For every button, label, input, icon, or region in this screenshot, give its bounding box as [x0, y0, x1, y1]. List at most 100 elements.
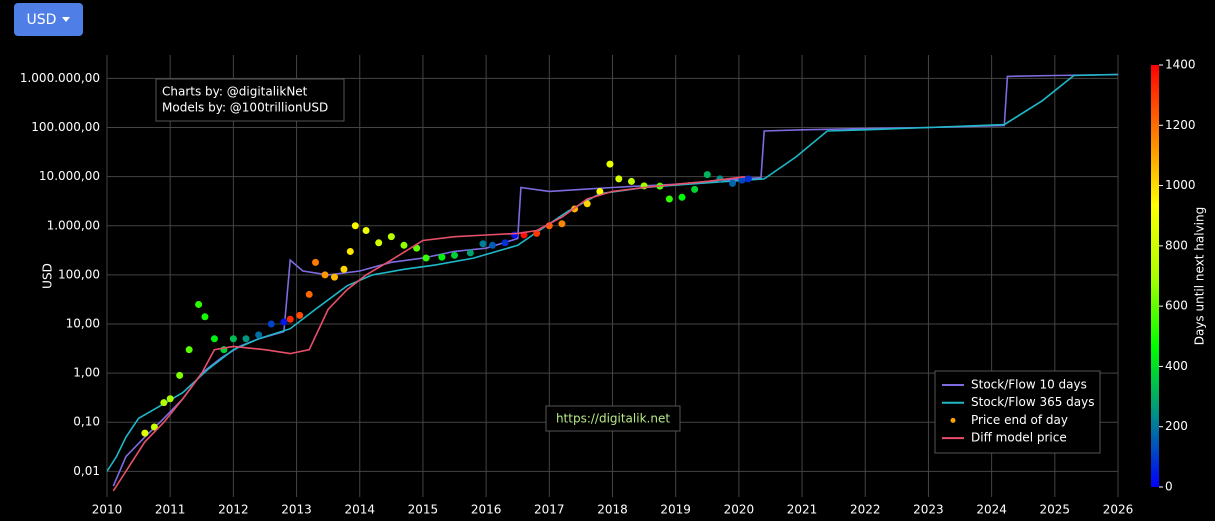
price-point — [596, 187, 604, 195]
x-tick-label: 2013 — [281, 503, 312, 517]
series-line — [107, 73, 1118, 472]
price-point — [340, 265, 348, 273]
colorbar — [1151, 65, 1159, 487]
y-tick-label: 1.000,00 — [47, 218, 100, 232]
price-point — [729, 179, 737, 187]
price-point — [501, 239, 509, 247]
price-point — [150, 423, 158, 431]
price-point — [583, 200, 591, 208]
x-tick-label: 2010 — [92, 503, 123, 517]
price-point — [678, 193, 686, 201]
price-point — [267, 320, 275, 328]
price-point — [166, 395, 174, 403]
price-point — [438, 253, 446, 261]
price-point — [362, 227, 370, 235]
currency-button[interactable]: USD — [14, 3, 83, 36]
legend-label: Diff model price — [971, 431, 1067, 445]
y-tick-label: 10,00 — [66, 316, 100, 330]
price-point — [312, 258, 320, 266]
price-point — [387, 233, 395, 241]
x-tick-label: 2012 — [218, 503, 249, 517]
credit-box — [155, 78, 345, 122]
price-point — [627, 177, 635, 185]
price-point — [703, 171, 711, 179]
price-point — [176, 371, 184, 379]
price-point — [422, 254, 430, 262]
x-tick-label: 2017 — [534, 503, 565, 517]
y-tick-label: 0,01 — [73, 464, 100, 478]
price-point — [141, 429, 149, 437]
price-point — [665, 195, 673, 203]
legend-marker — [950, 417, 956, 423]
price-point — [533, 229, 541, 237]
price-point — [744, 175, 752, 183]
price-point — [479, 240, 487, 248]
y-tick-label: 100.000,00 — [31, 120, 100, 134]
x-tick-label: 2025 — [1040, 503, 1071, 517]
x-tick-label: 2019 — [660, 503, 691, 517]
price-point — [738, 176, 746, 184]
credit: Charts by: @digitalikNet — [162, 85, 308, 99]
price-point — [351, 222, 359, 230]
price-point — [511, 231, 519, 239]
price-point — [160, 399, 168, 407]
y-axis-label: USD — [41, 263, 55, 289]
colorbar-tick-label: 1200 — [1165, 118, 1196, 132]
colorbar-tick-label: 200 — [1165, 419, 1188, 433]
price-point — [255, 331, 263, 339]
price-point — [201, 313, 209, 321]
x-tick-label: 2016 — [471, 503, 502, 517]
price-point — [242, 335, 250, 343]
price-point — [375, 239, 383, 247]
price-point — [305, 290, 313, 298]
caret — [62, 17, 71, 22]
price-point — [330, 273, 338, 281]
x-tick-label: 2023 — [913, 503, 944, 517]
series-line — [112, 175, 746, 492]
y-tick-label: 0,10 — [73, 415, 100, 429]
y-tick-label: 1.000.000,00 — [20, 71, 100, 85]
price-point — [210, 335, 218, 343]
x-tick-label: 2018 — [597, 503, 628, 517]
x-tick-label: 2024 — [976, 503, 1007, 517]
x-tick-label: 2026 — [1103, 503, 1134, 517]
legend-label: Price end of day — [971, 413, 1068, 427]
legend-label: Stock/Flow 365 days — [971, 395, 1095, 409]
price-point — [400, 241, 408, 249]
x-tick-label: 2021 — [787, 503, 818, 517]
price-point — [466, 249, 474, 257]
price-point — [229, 335, 237, 343]
colorbar-title: Days until next halving — [1193, 207, 1207, 346]
credit: Models by: @100trillionUSD — [162, 101, 328, 115]
y-tick-label: 1,00 — [73, 366, 100, 380]
price-point — [346, 247, 354, 255]
button-label: USD — [26, 11, 57, 28]
price-point — [615, 175, 623, 183]
link[interactable]: https://digitalik.net — [556, 412, 670, 426]
price-point — [286, 315, 294, 323]
price-point — [280, 318, 288, 326]
colorbar-tick-label: 600 — [1165, 299, 1188, 313]
colorbar-tick-label: 1400 — [1165, 58, 1196, 72]
x-tick-label: 2020 — [724, 503, 755, 517]
y-tick-label: 10.000,00 — [39, 169, 100, 183]
price-point — [691, 185, 699, 193]
link-box — [545, 405, 681, 432]
x-tick-label: 2015 — [408, 503, 439, 517]
price-point — [488, 241, 496, 249]
price-point — [296, 311, 304, 319]
price-point — [606, 160, 614, 168]
colorbar-tick-label: 1000 — [1165, 178, 1196, 192]
price-point — [195, 300, 203, 308]
price-point — [451, 251, 459, 259]
colorbar-tick-label: 0 — [1165, 480, 1173, 494]
x-tick-label: 2011 — [155, 503, 186, 517]
x-tick-label: 2014 — [344, 503, 375, 517]
legend-label: Stock/Flow 10 days — [971, 378, 1087, 392]
x-tick-label: 2022 — [850, 503, 881, 517]
price-point — [321, 271, 329, 279]
colorbar-tick-label: 800 — [1165, 238, 1188, 252]
price-point — [558, 220, 566, 228]
price-point — [185, 346, 193, 354]
